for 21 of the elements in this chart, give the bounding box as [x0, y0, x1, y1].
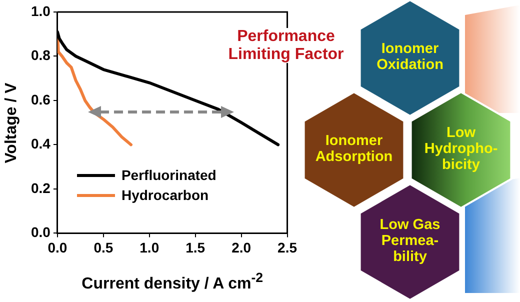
- y-tick-label: 0.0: [30, 224, 51, 240]
- text: Ionomer Adsorption: [315, 133, 393, 166]
- y-tick-label: 0.6: [30, 91, 51, 108]
- x-tick-label: 1.0: [140, 239, 160, 256]
- text: Low Gas Permea- bility: [380, 217, 440, 266]
- y-tick-label: 0.8: [30, 47, 51, 64]
- y-tick-label: 1.0: [30, 2, 51, 19]
- x-axis-title: Current density / A cm$^{-2}$: [82, 270, 264, 294]
- legend-label: Perfluorinated: [121, 167, 216, 184]
- x-tick-label: 2.0: [232, 239, 252, 256]
- x-tick-label: 0.0: [48, 239, 68, 256]
- y-axis-title: Voltage / V: [3, 82, 21, 163]
- x-tick-label: 1.5: [186, 239, 206, 256]
- text: Ionomer Oxidation: [376, 41, 444, 74]
- x-tick-label: 2.5: [278, 239, 298, 256]
- legend-label: Hydrocarbon: [121, 187, 209, 204]
- x-tick-label: 0.5: [94, 239, 114, 256]
- y-tick-label: 0.4: [30, 136, 51, 152]
- text: Low Hydropho- bicity: [424, 125, 498, 174]
- y-tick-label: 0.2: [30, 180, 51, 196]
- annotation: Performance Limiting Factor: [228, 28, 344, 64]
